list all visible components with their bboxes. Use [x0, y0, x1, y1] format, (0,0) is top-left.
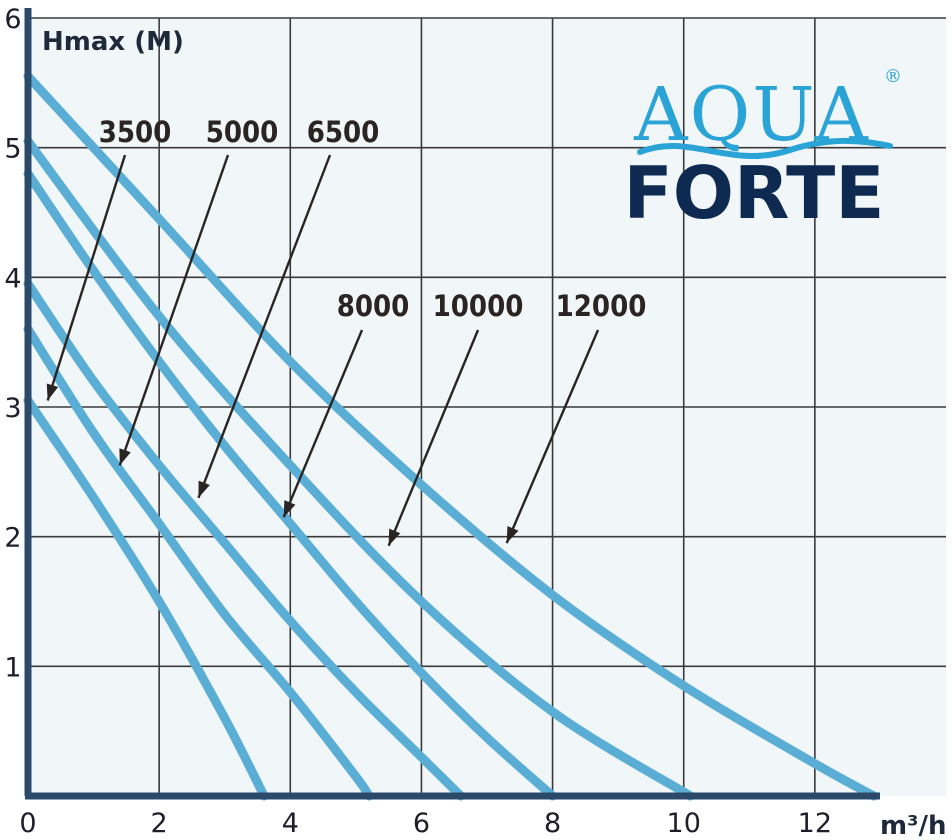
- logo-wave: [637, 137, 893, 160]
- arrow-line-3500: [46, 154, 127, 401]
- arrow-head-6500: [198, 480, 210, 498]
- x-tick-label: 10: [667, 808, 701, 839]
- arrow-head-8000: [283, 500, 296, 518]
- y-tick-label: 4: [4, 263, 21, 294]
- curve-label-12000: 12000: [556, 289, 647, 323]
- curve-label-3500: 3500: [99, 115, 172, 149]
- x-tick-label: 4: [282, 808, 299, 839]
- curve-6500: [23, 279, 466, 801]
- curve-label-6500: 6500: [307, 115, 380, 149]
- curve-label-5000: 5000: [206, 115, 279, 149]
- axes: [24, 8, 880, 800]
- arrow-line-6500: [197, 154, 332, 499]
- x-axis-label: m³/h: [880, 811, 947, 840]
- x-tick-label: 6: [413, 808, 430, 839]
- x-tick-label: 2: [151, 808, 168, 839]
- y-tick-label: 3: [4, 393, 21, 424]
- logo-registered: ®: [884, 66, 902, 87]
- annotation-arrows: [46, 154, 600, 547]
- aquaforte-logo: AQUA ® FORTE: [624, 66, 902, 235]
- curve-3500: [23, 396, 269, 801]
- y-tick-label: 6: [4, 4, 21, 35]
- arrow-head-3500: [46, 383, 59, 401]
- arrow-line-10000: [387, 329, 480, 547]
- arrow-line-8000: [282, 329, 364, 518]
- y-tick-label: 2: [4, 523, 21, 554]
- y-tick-label: 5: [4, 134, 21, 165]
- arrow-line-12000: [505, 329, 600, 544]
- y-tick-label: 1: [4, 652, 21, 683]
- x-tick-label: 8: [544, 808, 561, 839]
- curve-8000: [23, 169, 558, 801]
- arrow-head-10000: [388, 528, 401, 546]
- arrow-line-5000: [118, 154, 230, 466]
- curve-labels: 3500 5000 6500 8000 10000 12000: [99, 115, 647, 323]
- curves: [23, 71, 879, 801]
- y-axis-label: Hmax (M): [42, 27, 184, 57]
- curve-5000: [23, 324, 374, 801]
- arrow-head-5000: [119, 448, 131, 466]
- curve-12000: [23, 71, 879, 801]
- x-tick-label: 12: [798, 808, 832, 839]
- curve-10000: [23, 136, 695, 801]
- curve-label-8000: 8000: [337, 289, 410, 323]
- logo-forte: FORTE: [624, 151, 885, 235]
- x-tick-label: 0: [19, 808, 36, 839]
- curve-label-10000: 10000: [433, 289, 524, 323]
- arrow-head-12000: [506, 526, 519, 544]
